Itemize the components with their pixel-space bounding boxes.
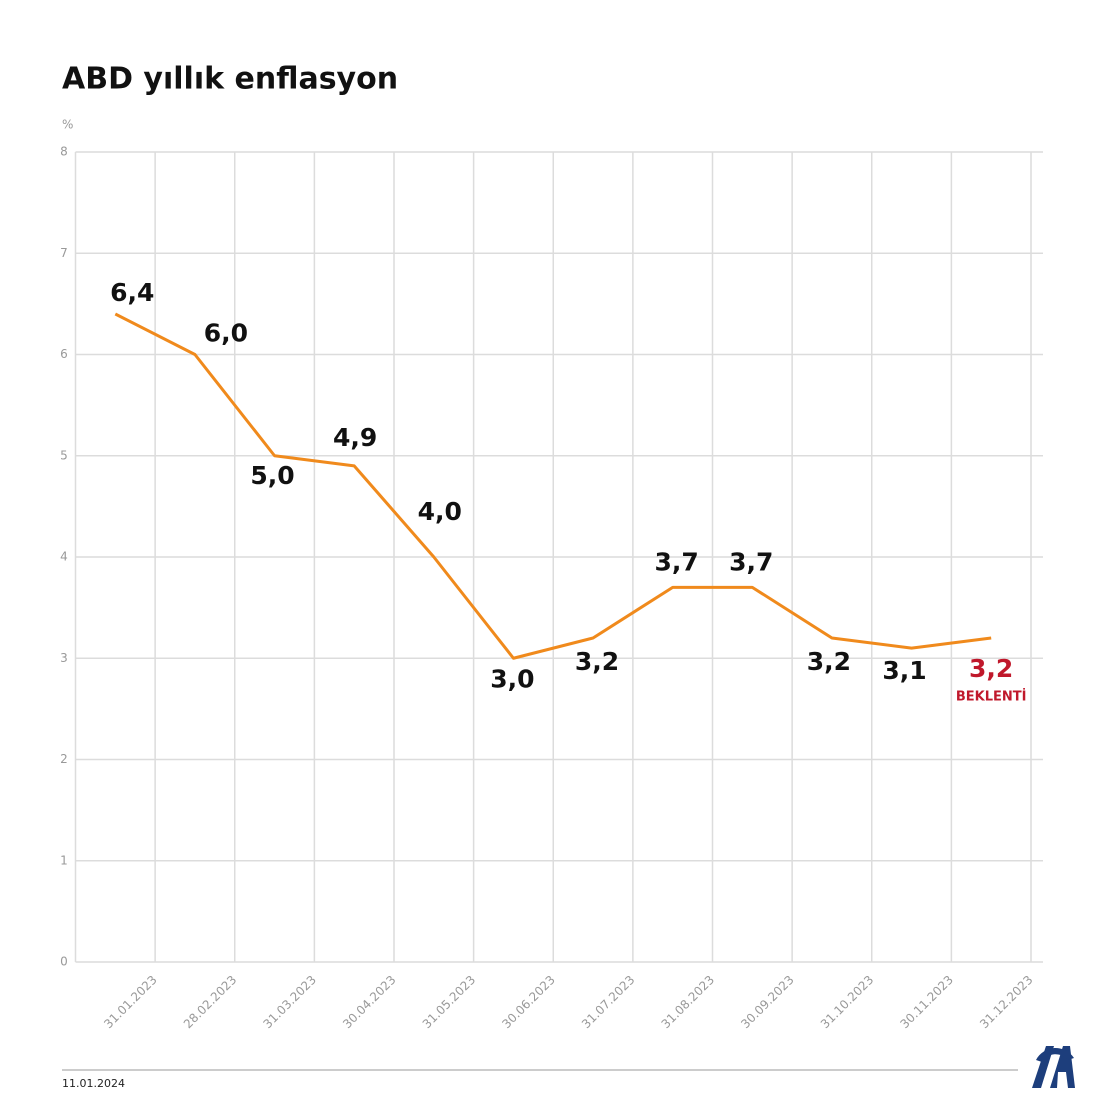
x-tick-label: 31.05.2023 — [420, 973, 478, 1031]
x-tick-label: 30.06.2023 — [499, 973, 557, 1031]
footer-date: 11.01.2024 — [62, 1077, 125, 1090]
value-label: 3,0 — [490, 664, 534, 693]
x-tick-label: 31.03.2023 — [260, 973, 318, 1031]
value-label: 3,2 — [575, 647, 619, 676]
value-label: 3,2 — [807, 647, 851, 676]
value-label: 6,4 — [110, 278, 154, 307]
y-tick-label: 7 — [60, 246, 68, 260]
x-tick-label: 30.11.2023 — [897, 973, 955, 1031]
logo — [1032, 1046, 1075, 1088]
x-tick-label: 31.01.2023 — [101, 973, 159, 1031]
y-tick-label: 2 — [60, 752, 68, 766]
annotation: BEKLENTİ — [956, 689, 1027, 705]
value-label: 3,7 — [655, 547, 699, 576]
x-tick-label: 31.10.2023 — [818, 973, 876, 1031]
x-tick-label: 28.02.2023 — [181, 973, 239, 1031]
y-tick-label: 0 — [60, 955, 68, 969]
y-tick-label: 6 — [60, 347, 68, 361]
value-label: 6,0 — [204, 319, 248, 348]
x-tick-label: 31.07.2023 — [579, 973, 637, 1031]
y-tick-label: 8 — [60, 145, 68, 159]
x-tick-label: 31.12.2023 — [977, 973, 1035, 1031]
y-tick-label: 5 — [60, 448, 68, 462]
y-unit: % — [62, 118, 73, 132]
value-label: 4,0 — [418, 497, 462, 526]
y-tick-label: 3 — [60, 651, 68, 665]
x-tick-label: 30.04.2023 — [340, 973, 398, 1031]
x-tick-label: 30.09.2023 — [738, 973, 796, 1031]
value-label: 3,2 — [969, 654, 1013, 683]
y-tick-label: 4 — [60, 550, 68, 564]
value-label: 4,9 — [333, 423, 377, 452]
value-label: 3,7 — [729, 547, 773, 576]
line — [114, 312, 992, 660]
x-tick-label: 31.08.2023 — [659, 973, 717, 1031]
chart-title: ABD yıllık enflasyon — [62, 62, 398, 97]
value-label: 5,0 — [250, 461, 294, 490]
y-tick-label: 1 — [60, 853, 68, 867]
value-label: 3,1 — [882, 656, 926, 685]
